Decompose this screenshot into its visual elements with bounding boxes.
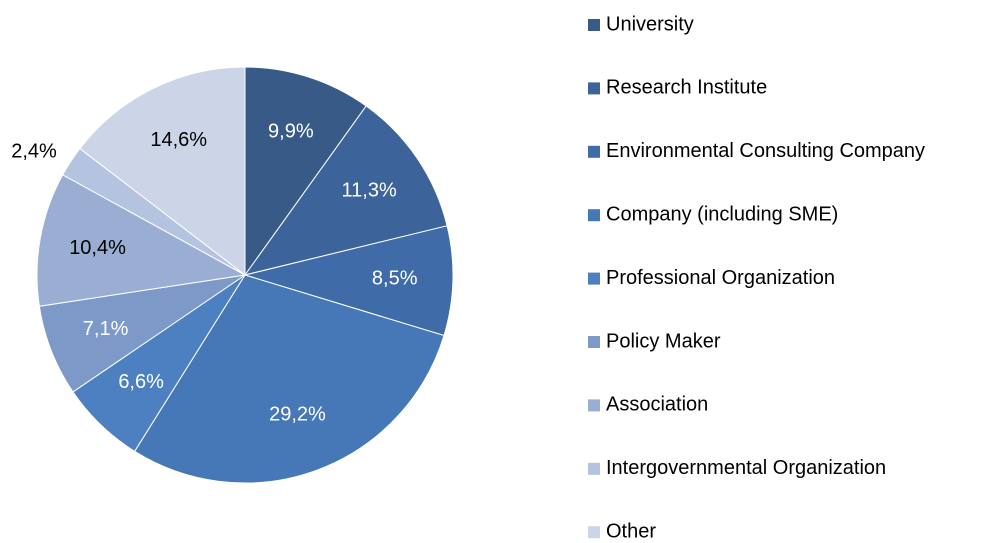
pie-slice — [243, 225, 454, 337]
data-label: 2,4% — [11, 141, 57, 163]
legend-label: Environmental Consulting Company — [606, 140, 925, 162]
legend-swatch — [588, 82, 600, 95]
legend-label: Professional Organization — [606, 267, 835, 289]
data-label: 29,2% — [269, 404, 326, 426]
data-label: 10,4% — [69, 237, 126, 259]
legend-swatch — [588, 145, 600, 158]
pie-slice — [133, 274, 445, 484]
legend-swatch — [588, 272, 600, 285]
legend-label: Company (including SME) — [606, 203, 838, 225]
legend-label: Intergovernmental Organization — [606, 457, 886, 479]
pie-slice — [36, 174, 247, 307]
legend-swatch — [588, 209, 600, 222]
legend-label: University — [606, 13, 694, 35]
legend-label: Research Institute — [606, 77, 767, 99]
pie-slice — [79, 66, 246, 277]
pie-slice — [244, 66, 367, 277]
legend-label: Policy Maker — [606, 330, 721, 352]
data-label: 8,5% — [372, 268, 418, 290]
pie-slice — [243, 105, 448, 276]
legend-swatch — [588, 399, 600, 412]
legend-swatch — [588, 462, 600, 475]
data-label: 14,6% — [150, 129, 207, 151]
data-label: 7,1% — [83, 318, 129, 340]
data-label: 9,9% — [268, 121, 314, 143]
legend-label: Association — [606, 394, 708, 416]
data-label: 11,3% — [342, 179, 397, 201]
legend-label: Other — [606, 520, 656, 542]
data-label: 6,6% — [118, 371, 164, 393]
legend-swatch — [588, 336, 600, 348]
legend-swatch — [588, 526, 600, 539]
legend-swatch — [588, 19, 600, 31]
